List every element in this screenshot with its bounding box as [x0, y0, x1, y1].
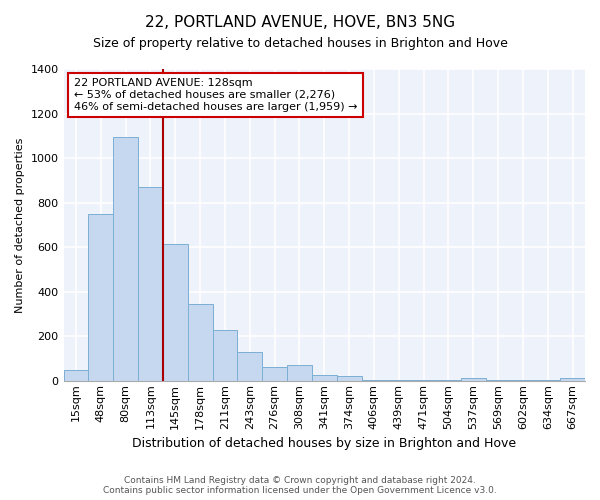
Bar	[461, 378, 485, 381]
Bar	[287, 366, 312, 381]
Bar	[212, 330, 238, 381]
Bar	[88, 214, 113, 381]
Bar	[113, 137, 138, 381]
Bar	[362, 380, 386, 381]
Text: 22 PORTLAND AVENUE: 128sqm
← 53% of detached houses are smaller (2,276)
46% of s: 22 PORTLAND AVENUE: 128sqm ← 53% of deta…	[74, 78, 358, 112]
Bar	[238, 352, 262, 381]
Bar	[560, 378, 585, 381]
Text: 22, PORTLAND AVENUE, HOVE, BN3 5NG: 22, PORTLAND AVENUE, HOVE, BN3 5NG	[145, 15, 455, 30]
Text: Size of property relative to detached houses in Brighton and Hove: Size of property relative to detached ho…	[92, 38, 508, 51]
Bar	[262, 367, 287, 381]
Bar	[337, 376, 362, 381]
Bar	[138, 187, 163, 381]
Bar	[163, 244, 188, 381]
Bar	[312, 376, 337, 381]
X-axis label: Distribution of detached houses by size in Brighton and Hove: Distribution of detached houses by size …	[132, 437, 517, 450]
Bar	[386, 380, 411, 381]
Y-axis label: Number of detached properties: Number of detached properties	[15, 138, 25, 312]
Bar	[64, 370, 88, 381]
Text: Contains HM Land Registry data © Crown copyright and database right 2024.
Contai: Contains HM Land Registry data © Crown c…	[103, 476, 497, 495]
Bar	[188, 304, 212, 381]
